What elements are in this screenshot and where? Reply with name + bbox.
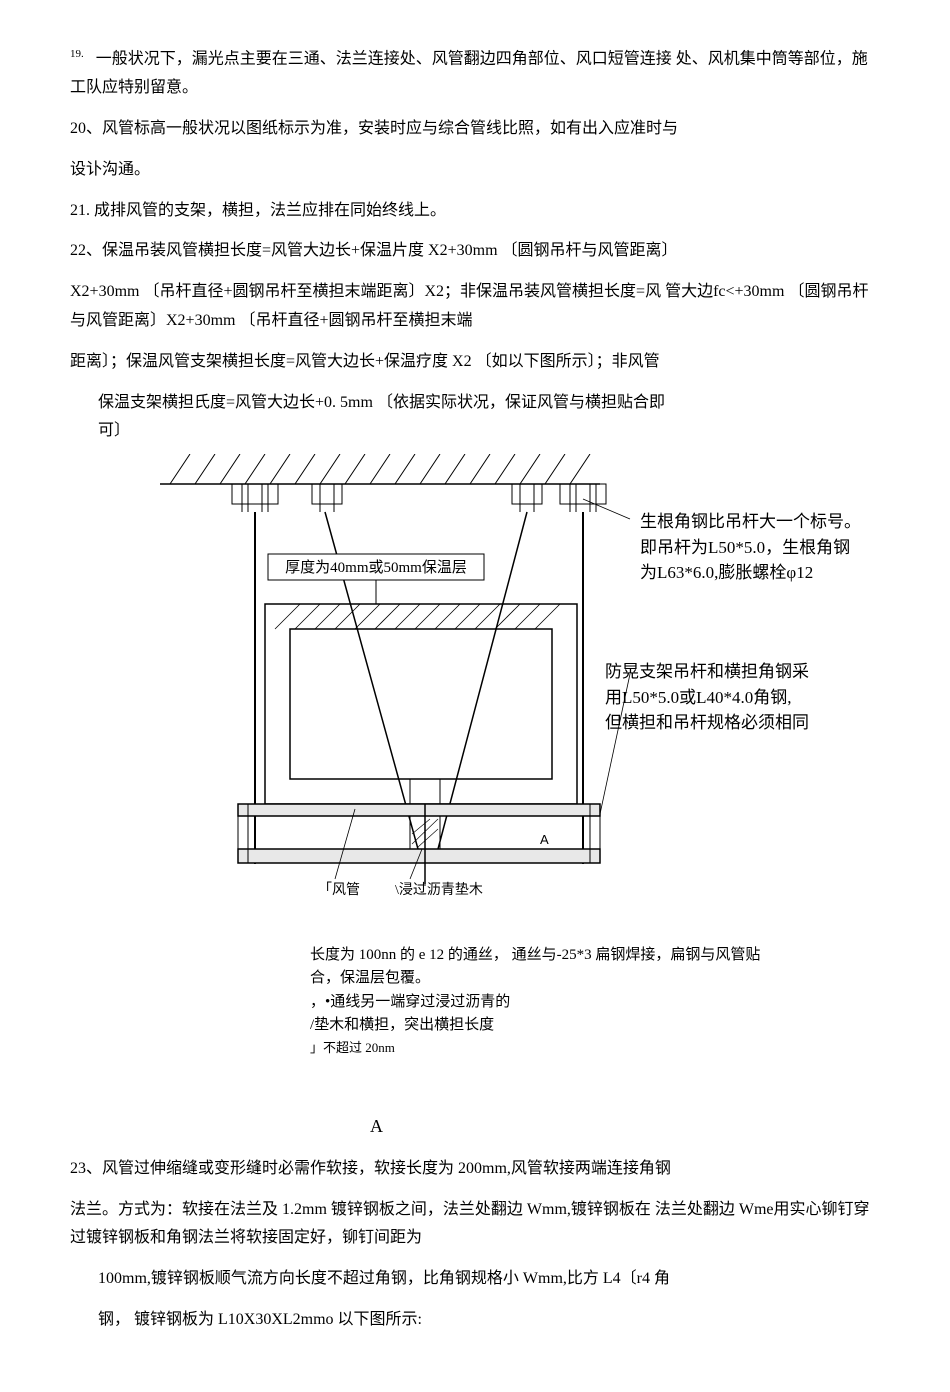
paragraph-21: 21. 成排风管的支架，横担，法兰应排在同始终线上。 [70, 197, 880, 226]
paragraph-23-line1: 23、风管过伸缩缝或变形缝时必需作软接，软接长度为 200mm,风管软接两端连接… [70, 1155, 880, 1184]
paragraph-22-line4: 保温支架横担氏度=风管大边长+0. 5mm 〔依据实际状况，保证风管与横担贴合即 [98, 389, 880, 418]
paragraph-23-line3: 100mm,镀锌钢板顺气流方向长度不超过角钢，比角钢规格小 Wmm,比方 L4〔… [98, 1265, 880, 1294]
insulation-label: 厚度为40mm或50mm保温层 [285, 559, 467, 576]
para-19-text: 一般状况下，漏光点主要在三通、法兰连接处、风管翻边四角部位、风口短管连接 处、风… [70, 50, 868, 96]
bottom-note-3: /垫木和横担，突出横担长度 [310, 1014, 790, 1037]
duct-support-diagram: 厚度为40mm或50mm保温层 [160, 454, 880, 924]
cross-beam [238, 804, 600, 816]
ceiling-hatch-icon [160, 454, 600, 484]
duct-inner [290, 629, 552, 779]
paragraph-20-line1: 20、风管标高一般状况以图纸标示为准，安装时应与综合管线比照，如有出入应准时与 [70, 115, 880, 144]
annotation-brace: 防晃支架吊杆和横担角钢采 用L50*5.0或L40*4.0角钢, 但横担和吊杆规… [605, 659, 865, 736]
bottom-note-1: 长度为 100nn 的 e 12 的通丝， 通丝与-25*3 扁钢焊接，扁钢与风… [310, 944, 790, 991]
paragraph-20-line2: 设讣沟通。 [70, 156, 880, 185]
paragraph-23-line2: 法兰。方式为：软接在法兰及 1.2mm 镀锌钢板之间，法兰处翻边 Wmm,镀锌钢… [70, 1196, 880, 1254]
paragraph-22-line3: 距离〕；保温风管支架横担长度=风管大边长+保温疗度 X2 〔如以下图所示〕；非风… [70, 348, 880, 377]
insulation-outer [265, 604, 577, 804]
para-19-number: 19. [70, 48, 84, 60]
annotation-anchor: 生根角钢比吊杆大一个标号。 即吊杆为L50*5.0，生根角钢 为L63*6.0,… [640, 509, 890, 586]
asphalt-text: \浸过沥青垫木 [395, 882, 483, 898]
note2-line1: 防晃支架吊杆和横担角钢采 [605, 659, 865, 685]
right-anchor2-icon [560, 484, 606, 512]
right-anchor-icon [512, 484, 542, 512]
left-anchor-icon [232, 484, 278, 512]
note1-line1: 生根角钢比吊杆大一个标号。 [640, 509, 890, 535]
diagram-bottom-notes: 长度为 100nn 的 e 12 的通丝， 通丝与-25*3 扁钢焊接，扁钢与风… [310, 944, 790, 1060]
flat-steel [410, 779, 440, 804]
note1-line2: 即吊杆为L50*5.0，生根角钢 [640, 535, 890, 561]
bottom-note-2: ，•通线另一端穿过浸过沥青的 [310, 991, 790, 1014]
bottom-note-4: 」不超过 20nm [310, 1037, 790, 1060]
a-marker: A [540, 832, 549, 847]
note2-line2: 用L50*5.0或L40*4.0角钢, [605, 685, 865, 711]
paragraph-22-line2: X2+30mm 〔吊杆直径+圆钢吊杆至横担末端距离〕X2；非保温吊装风管横担长度… [70, 278, 880, 336]
note1-line3: 为L63*6.0,膨胀螺栓φ12 [640, 560, 890, 586]
paragraph-22-line5: 可〕 [98, 417, 880, 446]
big-a-label: A [370, 1110, 880, 1142]
left-anchor2-icon [312, 484, 342, 512]
paragraph-22-line1: 22、保温吊装风管横担长度=风管大边长+保温片度 X2+30mm 〔圆钢吊杆与风… [70, 237, 880, 266]
duct-text: 「风管 [318, 882, 360, 898]
paragraph-19: 19. 一般状况下，漏光点主要在三通、法兰连接处、风管翻边四角部位、风口短管连接… [70, 45, 880, 103]
note2-line3: 但横担和吊杆规格必须相同 [605, 710, 865, 736]
paragraph-23-line4: 钢， 镀锌钢板为 L10X30XL2mmo 以下图所示: [98, 1306, 880, 1335]
insulation-hatch-icon [275, 604, 560, 629]
